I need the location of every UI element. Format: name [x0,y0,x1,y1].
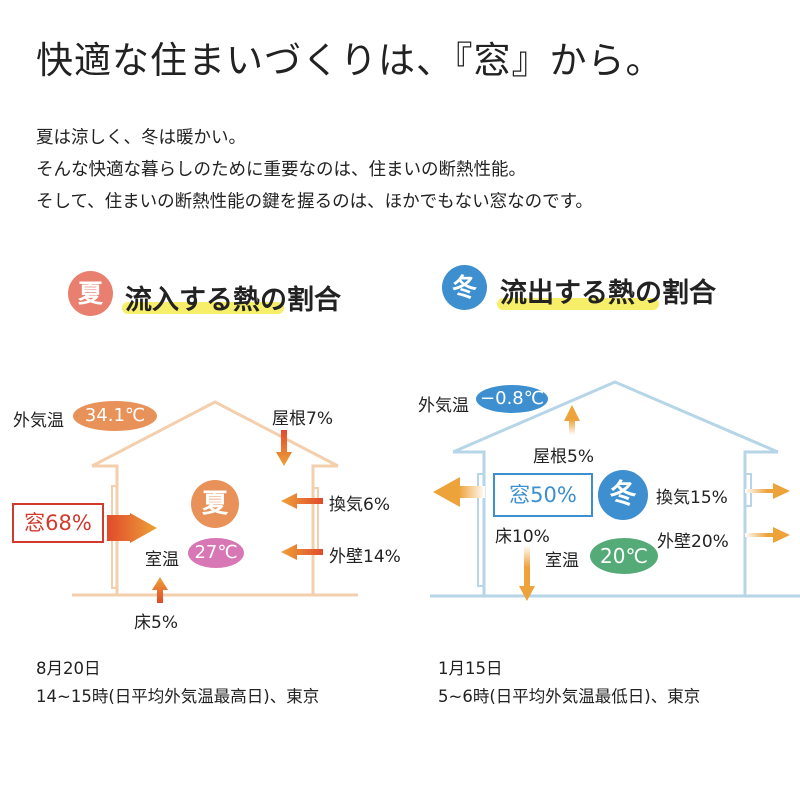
page-title: 快適な住まいづくりは、『窓』から。 [36,39,664,82]
room-temp-label: 室温 [145,550,179,570]
winter-arrows [433,405,790,601]
winter-house [430,380,800,598]
wall-outflow-arrow [745,527,790,543]
winter-heading: 流出する熱の割合 [500,278,716,309]
ventilation-label: 換気6% [329,495,390,515]
roof-label: 屋根7% [272,409,333,429]
heading-highlight [122,302,284,314]
outside-temp-badge: −0.8℃ [476,385,548,413]
room-temp-badge: 20℃ [590,538,658,574]
window-percentage: 窓68% [12,503,104,543]
window-inflow-arrow [107,513,157,543]
window-outflow-arrow [433,477,485,507]
intro-line: そして、住まいの断熱性能の鍵を握るのは、ほかでもない窓なのです。 [36,192,593,212]
summer-heading: 流入する熱の割合 [125,285,341,316]
outside-temp-badge: 34.1℃ [73,401,157,431]
outside-temp-label: 外気温 [418,396,469,416]
roof-outflow-arrow [564,405,580,435]
window-percentage: 窓50% [493,473,593,517]
summer-time-note: 14~15時(日平均外気温最高日)、東京 [36,687,320,706]
summer-mark: 夏 [191,480,239,528]
winter-date: 1月15日 [438,659,503,678]
floor-outflow-arrow [519,545,535,601]
floor-label: 床10% [495,527,550,547]
ventilation-outflow-arrow [745,483,790,499]
winter-time-note: 5~6時(日平均外気温最低日)、東京 [438,687,701,706]
roof-label: 屋根5% [533,447,594,467]
summer-date: 8月20日 [36,659,101,678]
roof-inflow-arrow [276,430,292,466]
ventilation-inflow-arrow [281,493,323,509]
floor-inflow-arrow [152,577,168,603]
floor-label: 床5% [134,613,178,633]
wall-label: 外壁20% [657,532,729,552]
room-temp-badge: 27℃ [188,538,244,568]
winter-mark: 冬 [598,470,648,520]
intro-line: そんな快適な暮らしのために重要なのは、住まいの断熱性能。 [36,160,526,180]
outside-temp-label: 外気温 [13,411,64,431]
winter-badge: 冬 [442,265,487,310]
summer-badge: 夏 [68,271,113,316]
wall-label: 外壁14% [329,547,401,567]
summer-arrows [107,430,323,603]
intro-line: 夏は涼しく、冬は暖かい。 [36,128,246,148]
heading-highlight [497,298,659,310]
room-temp-label: 室温 [545,551,579,571]
ventilation-label: 換気15% [656,488,728,508]
wall-inflow-arrow [281,544,323,560]
